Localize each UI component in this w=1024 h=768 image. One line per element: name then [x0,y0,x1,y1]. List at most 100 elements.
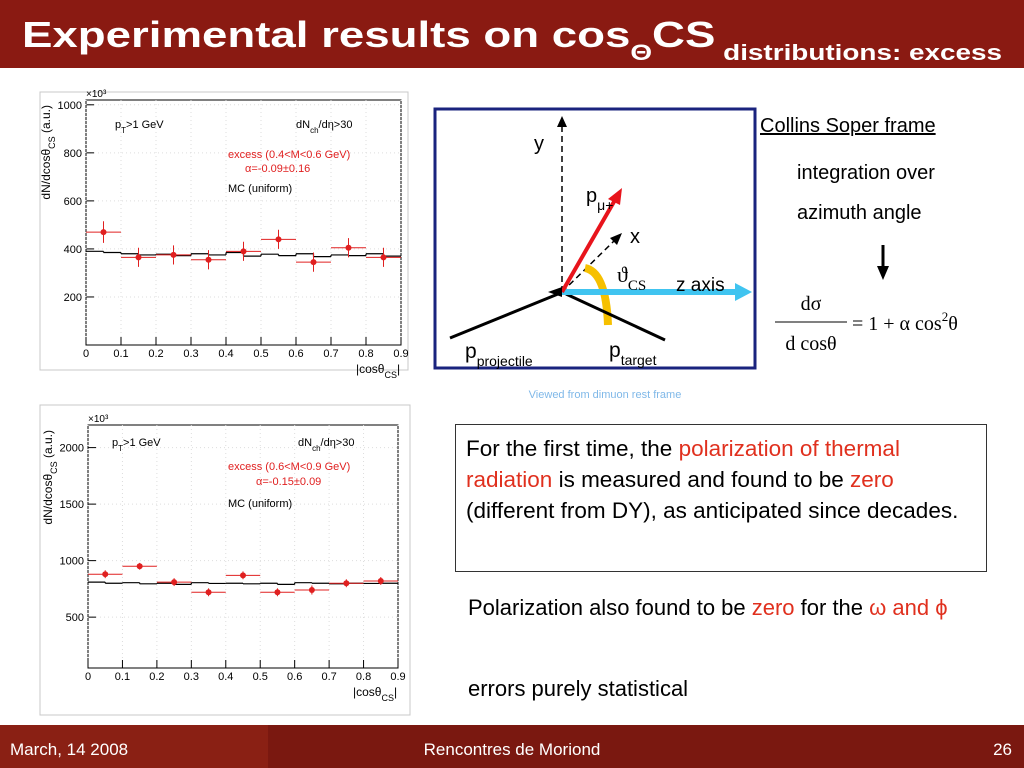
cut-label-part: T [118,444,123,453]
cut-label-part: T [121,126,126,135]
x-axis [561,239,616,293]
label-part: p [609,339,621,362]
cut-label-part: /dη>30 [319,119,353,131]
label-part: y [534,133,544,155]
y-axis-label-part: CS [49,461,59,474]
x-tick-label: 0.6 [288,348,303,360]
text-run: zero [850,467,894,492]
cut-label-part: dN [296,119,310,131]
slide-title-part: CS [652,14,715,55]
footer-left [0,725,268,768]
x-tick-label: 0.5 [253,348,268,360]
legend-entry: excess (0.4<M<0.6 GeV) [228,149,350,161]
formula-part: θ [948,313,958,335]
point [136,563,143,570]
x-tick-label: 0.8 [356,671,371,683]
y-tick-label: 800 [64,148,82,160]
point [100,229,107,236]
cut-label-part: dN [298,437,312,449]
footer-event: Rencontres de Moriond [424,740,601,759]
label: y [534,133,544,155]
legend-entry: excess (0.6<M<0.9 GeV) [228,461,350,473]
y-tick-label: 1000 [60,556,84,568]
text-block: Polarization also found to be zero for t… [468,592,968,623]
x-tick-label: 0.8 [358,348,373,360]
legend-entry: MC (uniform) [228,498,292,510]
diagram-frame [433,107,757,370]
y-axis-label-part: CS [47,136,57,149]
cut-label-part: ch [310,126,318,135]
arrow-head [610,233,622,245]
slide-title-part: Experimental results on cos [22,14,630,55]
slide-title-part: distributions: excess [715,40,1002,65]
point [308,587,315,594]
x-tick-label: 0.7 [323,348,338,360]
y-tick-label: 2000 [60,443,84,455]
y-axis-label: dN/dcosθCS (a.u.) [39,105,57,200]
text-run: is measured and found to be [552,467,851,492]
formula-num: dσ [801,293,822,315]
slide-title: Experimental results on cos Θ CS distribut… [22,14,1002,65]
text-run: for the [794,595,870,620]
axis-multiplier: ×10³ [88,414,109,425]
plot-area [87,424,399,669]
y-tick-label: 1000 [58,100,82,112]
y-axis-label-part: (a.u.) [41,430,55,461]
point [171,579,178,586]
point [102,571,109,578]
target-line [565,292,666,342]
text-run: For the first time, the [466,436,679,461]
x-tick-label: 0.1 [115,671,130,683]
x-axis-label-part: |cosθ [353,685,382,699]
label: pμ+ [586,185,613,213]
x-tick-label: 0.6 [287,671,302,683]
point [135,254,142,261]
chart-frame [39,404,411,716]
cut-label-part: >1 GeV [123,437,161,449]
x-axis-label-part: CS [381,693,394,703]
label-part: μ+ [597,197,613,213]
y-tick-label: 1500 [60,499,84,511]
arrow-head [877,266,889,280]
x-tick-label: 0.7 [321,671,336,683]
label: x [630,226,640,248]
y-axis-label-part: dN/dcosθ [39,149,53,200]
formula-rhs: = 1 + α cos2θ [852,309,958,335]
cut-label: dNch/dη>30 [298,437,354,453]
slide-title-part: Θ [630,40,652,65]
point [274,589,281,596]
x-axis-label-part: | [397,362,400,376]
point [240,572,246,579]
x-axis-label-part: |cosθ [356,362,385,376]
point [205,589,212,596]
point [345,244,352,251]
title-bar [0,0,1024,68]
point [310,259,317,266]
x-tick-label: 0.1 [113,348,128,360]
text-run: (different from DY), as anticipated sinc… [466,498,959,523]
point [240,248,247,255]
label: z axis [676,275,725,296]
x-axis-label: |cosθCS| [353,685,397,703]
chart-frame [39,91,409,371]
alpha-label: α=-0.15±0.09 [256,476,321,488]
x-tick-label: 0.3 [184,671,199,683]
x-axis-label-part: | [394,685,397,699]
text-block: errors purely statistical [468,676,689,701]
x-axis-label: |cosθCS| [356,362,400,380]
alpha-label: α=-0.09±0.16 [245,163,310,175]
angle-arc [583,264,612,326]
footer-page: 26 [993,740,1012,759]
label-part: target [621,352,657,368]
footer-date: March, 14 2008 [10,740,128,759]
y-axis-label-part: (a.u.) [39,105,53,136]
plot-area [85,99,402,346]
formula-sup: 2 [942,309,949,324]
x-tick-label: 0.4 [218,671,233,683]
x-tick-label: 0.5 [253,671,268,683]
point [377,577,384,584]
text-box: For the first time, the polarization of … [455,424,987,572]
x-tick-label: 0.2 [149,671,164,683]
y-tick-label: 200 [64,292,82,304]
